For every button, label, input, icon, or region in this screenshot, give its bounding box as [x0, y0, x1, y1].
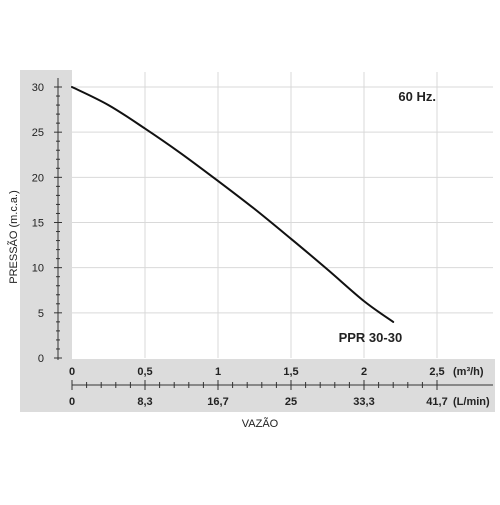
series-line — [71, 86, 395, 323]
x-tick-label-secondary: 41,7 — [426, 396, 447, 408]
x-axis-title: VAZÃO — [242, 417, 279, 430]
y-tick-label: 10 — [32, 263, 44, 275]
x-tick-label-primary: 2,5 — [429, 366, 444, 378]
y-axis-title: PRESSÃO (m.c.a.) — [7, 190, 20, 284]
x-tick-label-primary: 0,5 — [137, 366, 152, 378]
y-tick-label: 5 — [38, 308, 44, 320]
plot-area — [72, 70, 495, 359]
series-label: PPR 30-30 — [339, 330, 403, 345]
x-unit-primary: (m³/h) — [453, 366, 484, 378]
label-layer: 60 Hz. PRESSÃO (m.c.a.) VAZÃO (m³/h) (L/… — [7, 89, 490, 430]
x-unit-secondary: (L/min) — [453, 396, 490, 408]
frequency-annotation: 60 Hz. — [398, 89, 436, 104]
x-tick-label-primary: 1,5 — [283, 366, 298, 378]
x-tick-label-primary: 2 — [361, 366, 367, 378]
x-tick-label-secondary: 0 — [69, 396, 75, 408]
x-tick-label-primary: 0 — [69, 366, 75, 378]
grid-layer — [72, 72, 493, 358]
x-tick-label-secondary: 33,3 — [353, 396, 374, 408]
y-tick-label: 15 — [32, 218, 44, 230]
x-tick-label-primary: 1 — [215, 366, 221, 378]
left-axis-band — [20, 70, 72, 359]
x-tick-label-secondary: 25 — [285, 396, 297, 408]
y-tick-label: 0 — [38, 353, 44, 365]
y-tick-label: 30 — [32, 82, 44, 94]
axis-layer: 0 5 10 15 20 25 30 0 0,5 1 1,5 2 2,5 0 8,3 16,7 25 33,3 41… — [32, 78, 493, 408]
y-tick-label: 25 — [32, 127, 44, 139]
x-tick-label-secondary: 16,7 — [207, 396, 228, 408]
series-layer: PPR 30-30 — [71, 86, 403, 345]
x-tick-label-secondary: 8,3 — [137, 396, 152, 408]
y-tick-label: 20 — [32, 172, 44, 184]
